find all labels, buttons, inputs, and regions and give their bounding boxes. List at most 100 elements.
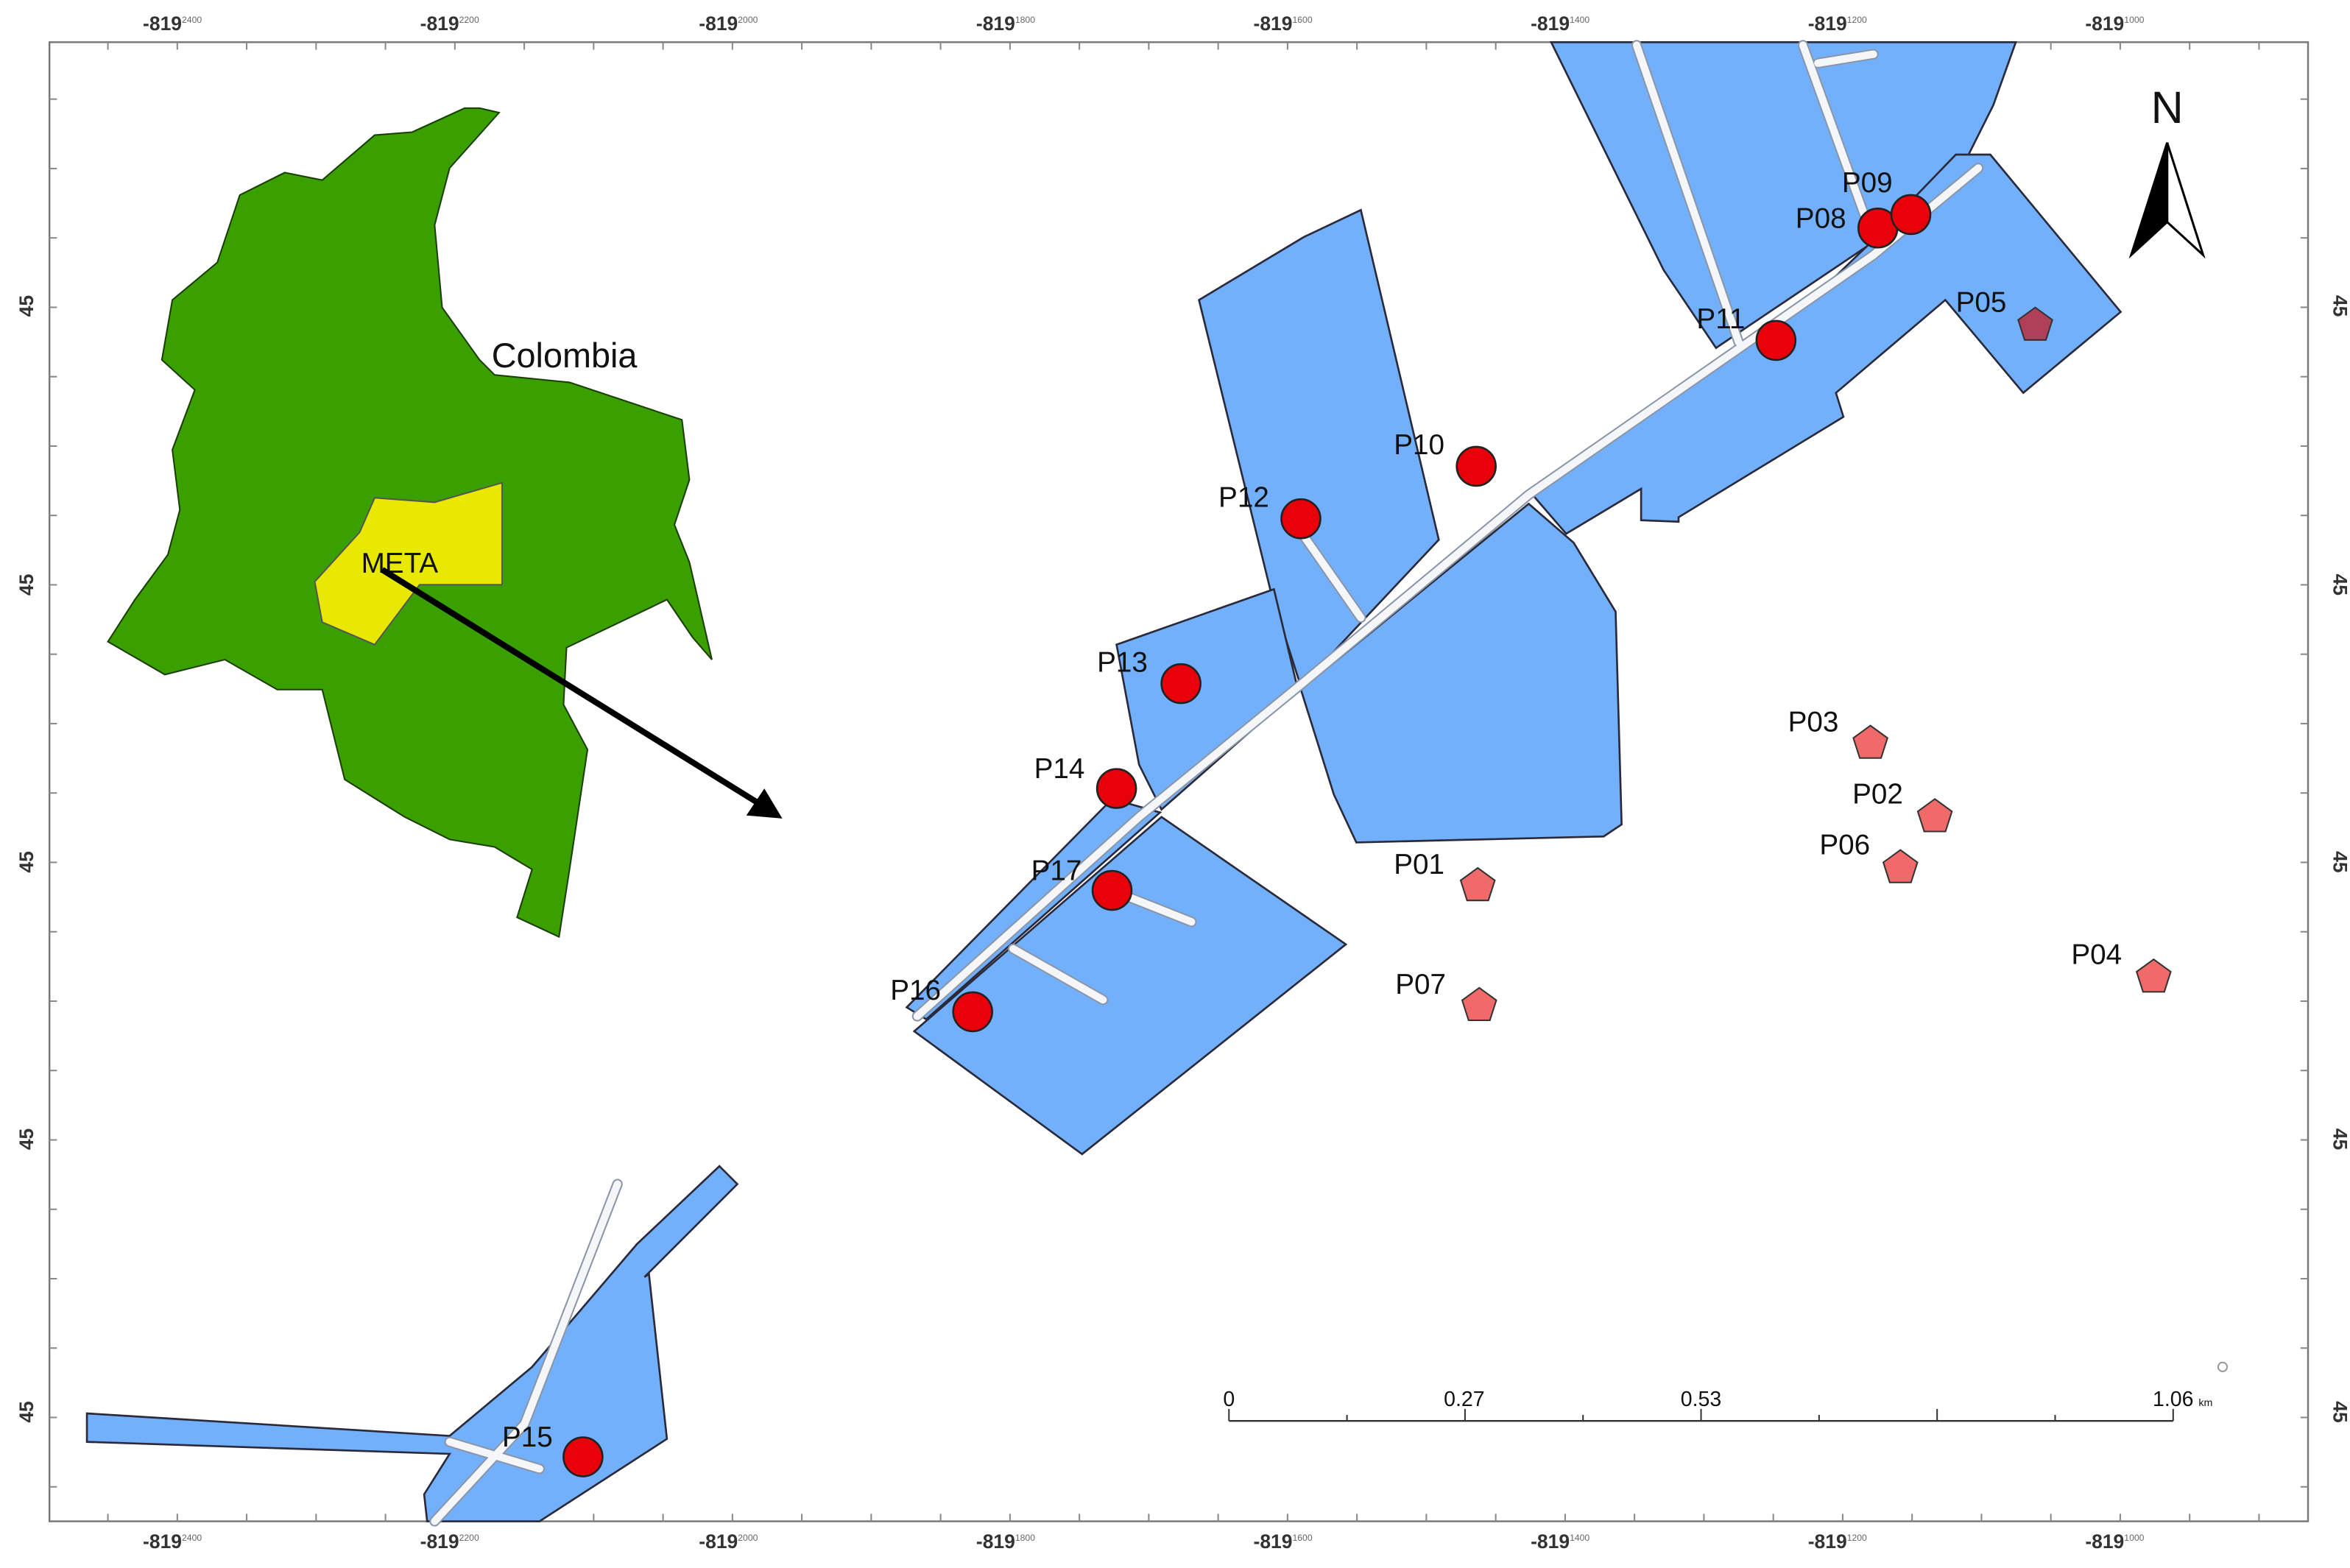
field bbox=[1527, 153, 2123, 535]
sub: 1800 bbox=[1015, 15, 1035, 25]
x-frame-label: -8191400 bbox=[1531, 13, 1589, 35]
north-arrow: N bbox=[2128, 82, 2206, 259]
y-frame-label: 45 bbox=[2329, 295, 2350, 317]
sub: 1200 bbox=[1847, 15, 1867, 25]
sample-point bbox=[2017, 306, 2053, 341]
point-label: P04 bbox=[2071, 939, 2122, 970]
deg: -819 bbox=[2085, 1530, 2124, 1553]
sub: 1400 bbox=[1570, 1533, 1589, 1543]
x-frame-label: -8192200 bbox=[420, 13, 479, 35]
sample-point bbox=[1459, 866, 1496, 902]
arrow-head bbox=[746, 788, 783, 819]
y-frame-label: 45 bbox=[15, 851, 38, 872]
roads bbox=[429, 40, 1984, 1527]
y-frame-label: 45 bbox=[15, 574, 38, 596]
field bbox=[1299, 502, 1623, 844]
sub: 1800 bbox=[1015, 1533, 1035, 1543]
point-label: P15 bbox=[502, 1422, 553, 1453]
deg: -819 bbox=[1531, 13, 1570, 35]
scale-bar: 0 0.27 0.53 1.06 km bbox=[1223, 1361, 2229, 1422]
y-frame-label: 45 bbox=[2329, 1401, 2350, 1422]
inset-map: Colombia META bbox=[107, 107, 783, 939]
x-frame-label: -8191600 bbox=[1254, 1530, 1313, 1553]
scale-dot bbox=[2217, 1361, 2229, 1373]
sub: 2400 bbox=[182, 15, 202, 25]
deg: -819 bbox=[1531, 1530, 1570, 1553]
x-frame-label: -8191000 bbox=[2085, 1530, 2144, 1553]
sample-point bbox=[1461, 986, 1497, 1022]
sample-point bbox=[1095, 768, 1137, 809]
y-frame-label: 45 bbox=[2329, 851, 2350, 872]
deg: -819 bbox=[143, 13, 182, 35]
y-frame-label: 45 bbox=[2329, 574, 2350, 596]
point-label: P17 bbox=[1031, 855, 1082, 886]
point-label: P03 bbox=[1788, 707, 1839, 738]
scale-label: 0 bbox=[1223, 1388, 1235, 1411]
point-label: P05 bbox=[1956, 287, 2007, 319]
x-frame-label: -8191600 bbox=[1254, 13, 1313, 35]
sample-point bbox=[1890, 194, 1932, 236]
deg: -819 bbox=[699, 13, 738, 35]
north-label: N bbox=[2151, 82, 2184, 133]
point-label: P13 bbox=[1097, 646, 1148, 678]
deg: -819 bbox=[1254, 1530, 1293, 1553]
deg: -819 bbox=[420, 1530, 459, 1553]
deg: -819 bbox=[2085, 13, 2124, 35]
x-frame-label: -8192000 bbox=[699, 13, 758, 35]
scale-unit: km bbox=[2198, 1397, 2212, 1409]
x-frame-label: -8191200 bbox=[1808, 1530, 1867, 1553]
sub: 2000 bbox=[738, 15, 758, 25]
x-frame-label: -8192400 bbox=[143, 13, 202, 35]
sample-point bbox=[952, 991, 993, 1033]
point-label: P08 bbox=[1796, 203, 1846, 235]
point-label: P06 bbox=[1819, 830, 1870, 861]
deg: -819 bbox=[1808, 1530, 1847, 1553]
sample-point bbox=[1455, 445, 1497, 487]
sample-point bbox=[1091, 869, 1133, 911]
y-frame-label: 45 bbox=[15, 295, 38, 317]
sub: 1600 bbox=[1292, 15, 1312, 25]
sample-point bbox=[1852, 724, 1888, 759]
y-frame-label: 45 bbox=[2329, 1129, 2350, 1150]
sample-point bbox=[1755, 319, 1797, 361]
y-frame-label: 45 bbox=[15, 1129, 38, 1150]
x-frame-label: -8191200 bbox=[1808, 13, 1867, 35]
deg: -819 bbox=[976, 1530, 1015, 1553]
map-frame bbox=[48, 41, 2310, 1522]
north-left bbox=[2128, 142, 2169, 259]
deg: -819 bbox=[1808, 13, 1847, 35]
arrow-line bbox=[380, 567, 763, 808]
deg: -819 bbox=[420, 13, 459, 35]
point-label: P09 bbox=[1842, 167, 1893, 199]
sample-point bbox=[1882, 849, 1919, 883]
point-label: P02 bbox=[1852, 778, 1903, 810]
point-label: P12 bbox=[1218, 481, 1269, 513]
y-frame-label: 45 bbox=[15, 1401, 38, 1422]
deg: -819 bbox=[1254, 13, 1293, 35]
x-frame-label: -8192000 bbox=[699, 1530, 758, 1553]
deg: -819 bbox=[699, 1530, 738, 1553]
scale-label: 1.06 bbox=[2153, 1388, 2193, 1411]
x-frame-label: -8191800 bbox=[976, 1530, 1035, 1553]
sub: 1400 bbox=[1570, 15, 1589, 25]
x-frame-label: -8191800 bbox=[976, 13, 1035, 35]
road bbox=[431, 41, 1983, 1525]
sub: 1000 bbox=[2124, 15, 2144, 25]
points: P01 P02 P03 P04 P05 P06 P07 P08 P09 P10 P11 P12 P13 P… bbox=[502, 167, 2172, 1477]
scale-label: 0.27 bbox=[1444, 1388, 1484, 1411]
region-label: META bbox=[361, 548, 439, 579]
deg: -819 bbox=[976, 13, 1015, 35]
point-label: P01 bbox=[1394, 849, 1444, 880]
frame: -8192400-8192400-8192200-8192200-8192000… bbox=[15, 13, 2350, 1553]
sub: 1000 bbox=[2124, 1533, 2144, 1543]
point-label: P10 bbox=[1394, 429, 1444, 461]
sample-point bbox=[1160, 663, 1202, 704]
sample-point bbox=[1280, 498, 1322, 540]
x-frame-label: -8191000 bbox=[2085, 13, 2144, 35]
sub: 2400 bbox=[182, 1533, 202, 1543]
x-frame-label: -8192400 bbox=[143, 1530, 202, 1553]
x-frame-label: -8192200 bbox=[420, 1530, 479, 1553]
x-frame-label: -8191400 bbox=[1531, 1530, 1589, 1553]
sub: 2000 bbox=[738, 1533, 758, 1543]
